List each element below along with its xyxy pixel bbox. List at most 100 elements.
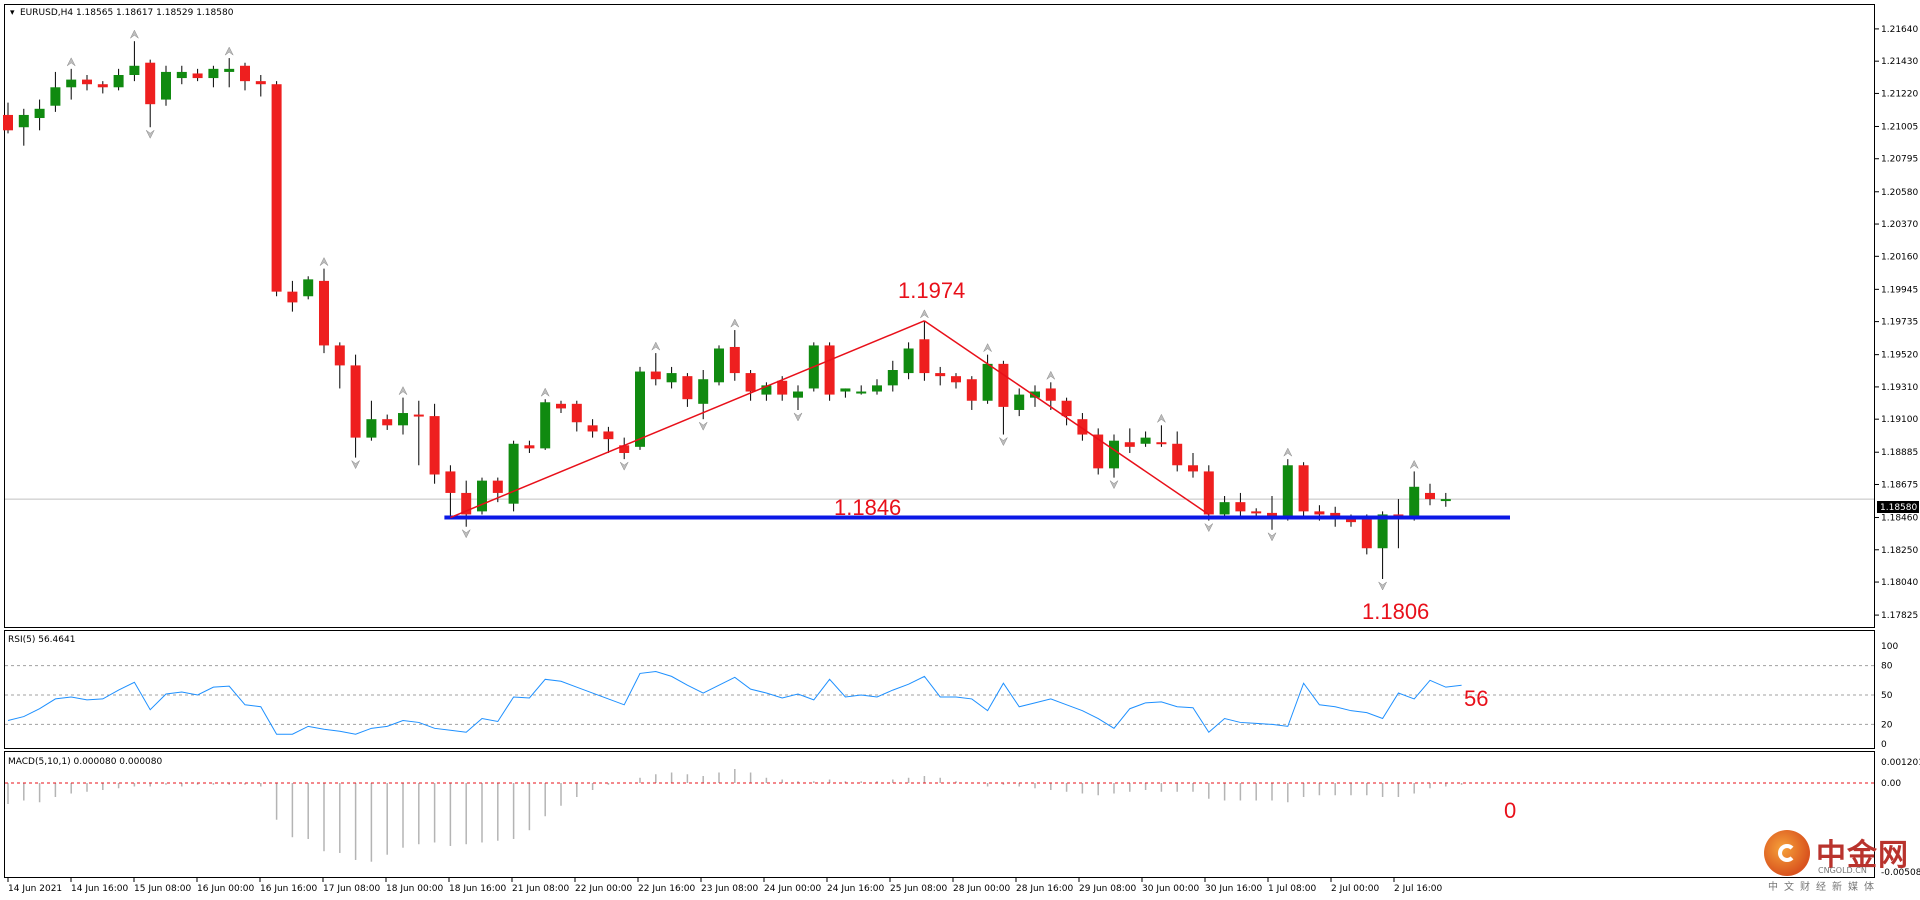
time-axis-label: 16 Jun 16:00 — [260, 884, 317, 894]
candle-bear — [382, 419, 393, 426]
candle-bear — [445, 471, 456, 493]
candle-bull — [872, 385, 882, 392]
fractal-up-icon — [66, 57, 76, 67]
triangle-down-icon[interactable]: ▾ — [10, 8, 15, 18]
candle-bear — [603, 431, 614, 440]
time-axis-label: 15 Jun 08:00 — [134, 884, 191, 894]
candle-bear — [240, 65, 250, 82]
time-axis-label: 23 Jun 08:00 — [701, 884, 758, 894]
candle-bear — [571, 403, 582, 423]
price-axis-label: 1.20160 — [1881, 252, 1918, 262]
fractal-up-icon — [224, 46, 234, 56]
time-axis-label: 29 Jun 08:00 — [1079, 884, 1136, 894]
price-axis-label: 1.19945 — [1881, 285, 1918, 295]
candle-bear — [287, 291, 298, 303]
candle-bear — [935, 373, 946, 377]
candle-bear — [824, 345, 835, 395]
time-axis-label: 30 Jun 00:00 — [1142, 884, 1199, 894]
time-axis-label: 30 Jun 16:00 — [1205, 884, 1262, 894]
fractal-markers — [66, 29, 1419, 591]
candle-bear — [1188, 465, 1198, 472]
fractal-up-icon — [540, 387, 550, 397]
candle-bull — [129, 65, 140, 75]
macd-axis: 0.001201 0.00 -0.005088 — [1881, 758, 1920, 878]
rsi-line — [7, 670, 1462, 735]
fractal-down-icon — [1109, 480, 1119, 490]
candle-bear — [1172, 443, 1183, 466]
fractal-up-icon — [1046, 370, 1056, 380]
candle-bear — [1061, 400, 1072, 417]
annotation-peak: 1.1974 — [898, 278, 965, 303]
candle-bull — [903, 348, 914, 374]
time-axis-label: 28 Jun 00:00 — [953, 884, 1010, 894]
time-axis-label: 14 Jun 16:00 — [71, 884, 128, 894]
fractal-up-icon — [319, 257, 329, 266]
time-axis-label: 2 Jul 16:00 — [1394, 884, 1443, 894]
trend-line-segment — [450, 320, 925, 519]
fractal-up-icon — [1157, 413, 1166, 423]
macd-axis-label: 0.001201 — [1881, 758, 1920, 768]
rsi-axis: 100 80 50 20 0 — [1881, 642, 1898, 750]
rsi-levels — [5, 665, 1874, 725]
candle-bull — [698, 379, 709, 404]
candle-bull — [1140, 437, 1151, 444]
time-axis-label: 22 Jun 16:00 — [638, 884, 695, 894]
candle-bear — [145, 62, 156, 105]
candle-bull — [793, 391, 803, 398]
candle-bear — [777, 380, 788, 395]
rsi-axis-label: 20 — [1881, 720, 1893, 730]
price-axis-label: 1.18675 — [1881, 480, 1918, 490]
fractal-up-icon — [730, 318, 740, 328]
candle-bull — [761, 385, 772, 395]
chart-header-symbol: EURUSD,H4 1.18565 1.18617 1.18529 1.1858… — [20, 8, 234, 18]
price-axis-label: 1.18040 — [1881, 578, 1918, 588]
candle-bull — [1282, 465, 1293, 518]
logo-emblem-icon — [1764, 830, 1810, 876]
candle-bull — [66, 79, 77, 88]
candle-bear — [319, 280, 329, 346]
candle-bear — [1156, 442, 1167, 445]
trend-lines[interactable] — [450, 320, 1210, 519]
time-axis-label: 1 Jul 08:00 — [1268, 884, 1317, 894]
candle-bull — [666, 373, 677, 383]
macd-histogram — [7, 769, 1463, 862]
price-axis-label: 1.21005 — [1881, 122, 1918, 132]
candle-bear — [271, 84, 282, 292]
time-axis-label: 18 Jun 00:00 — [386, 884, 443, 894]
price-axis: 1.21640 1.21430 1.21220 1.21005 1.20795 1.205… — [1875, 25, 1918, 621]
fractal-up-icon — [651, 341, 661, 351]
price-axis-label: 1.20795 — [1881, 155, 1918, 165]
candle-bull — [208, 68, 219, 79]
rsi-axis-label: 80 — [1881, 662, 1893, 672]
macd-panel[interactable] — [4, 751, 1875, 878]
price-axis-label: 1.21640 — [1881, 25, 1918, 35]
candle-bear — [1298, 465, 1309, 512]
fractal-up-icon — [983, 343, 992, 352]
price-panel[interactable] — [4, 4, 1875, 628]
candle-bear — [745, 373, 756, 392]
candle-bear — [492, 480, 503, 493]
price-axis-label: 1.18885 — [1881, 448, 1918, 458]
rsi-panel[interactable] — [4, 630, 1875, 749]
candle-bull — [1409, 486, 1420, 520]
candle-bull — [508, 443, 519, 504]
candle-bear — [682, 376, 693, 400]
candle-bull — [161, 71, 171, 100]
candle-bear — [1267, 512, 1277, 518]
current-price-label: 1.18580 — [1880, 503, 1917, 513]
candle-bull — [982, 363, 993, 401]
macd-title: MACD(5,10,1) 0.000080 0.000080 — [8, 757, 163, 767]
candle-bear — [1124, 442, 1135, 447]
candle-bear — [1093, 434, 1104, 469]
candle-bull — [224, 68, 235, 72]
price-axis-label: 1.19735 — [1881, 318, 1918, 328]
candle-bear — [1346, 517, 1356, 523]
price-axis-label: 1.17825 — [1881, 611, 1918, 621]
candle-bull — [1219, 502, 1230, 515]
candle-bull — [303, 279, 314, 297]
candle-bull — [176, 71, 187, 79]
price-axis-label: 1.21220 — [1881, 89, 1918, 99]
candlestick-series — [3, 41, 1451, 579]
rsi-axis-label: 50 — [1881, 691, 1893, 701]
